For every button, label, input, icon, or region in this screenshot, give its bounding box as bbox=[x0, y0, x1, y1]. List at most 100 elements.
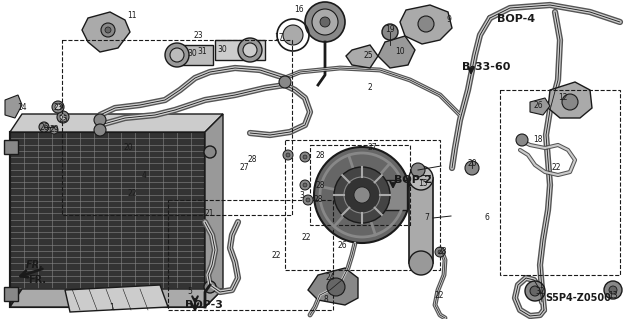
Bar bbox=[285, 140, 440, 270]
Bar bbox=[168, 200, 333, 310]
Text: 24: 24 bbox=[325, 273, 335, 283]
Circle shape bbox=[312, 9, 338, 35]
Polygon shape bbox=[378, 36, 415, 68]
Polygon shape bbox=[400, 5, 452, 44]
Text: 28: 28 bbox=[316, 152, 324, 160]
Circle shape bbox=[101, 23, 115, 37]
Polygon shape bbox=[10, 114, 223, 132]
Circle shape bbox=[283, 25, 303, 45]
Circle shape bbox=[382, 24, 398, 40]
Polygon shape bbox=[530, 98, 550, 115]
Text: 6: 6 bbox=[484, 213, 490, 222]
Text: 12: 12 bbox=[558, 93, 568, 101]
Bar bbox=[4, 287, 18, 301]
Circle shape bbox=[562, 94, 578, 110]
Circle shape bbox=[283, 150, 293, 160]
Circle shape bbox=[238, 38, 262, 62]
Polygon shape bbox=[65, 285, 168, 312]
Text: 25: 25 bbox=[363, 51, 373, 61]
Circle shape bbox=[465, 161, 479, 175]
Text: 28: 28 bbox=[437, 247, 447, 256]
Bar bbox=[10, 132, 205, 307]
Text: BOP-4: BOP-4 bbox=[497, 14, 535, 24]
Circle shape bbox=[409, 166, 433, 190]
Circle shape bbox=[170, 48, 184, 62]
Bar bbox=[4, 140, 18, 154]
Text: 29: 29 bbox=[49, 125, 59, 135]
Polygon shape bbox=[308, 268, 358, 305]
Circle shape bbox=[60, 114, 66, 120]
Text: 14: 14 bbox=[17, 102, 27, 112]
Circle shape bbox=[286, 153, 290, 157]
Circle shape bbox=[57, 111, 69, 123]
Text: 11: 11 bbox=[127, 11, 137, 20]
Text: 28: 28 bbox=[313, 196, 323, 204]
Text: BOP-3: BOP-3 bbox=[185, 300, 223, 310]
Polygon shape bbox=[82, 12, 130, 52]
Text: 15: 15 bbox=[418, 180, 428, 189]
Circle shape bbox=[530, 286, 540, 296]
Bar bbox=[409, 178, 433, 263]
Circle shape bbox=[435, 247, 445, 257]
Text: 30: 30 bbox=[217, 44, 227, 54]
Text: 17: 17 bbox=[274, 33, 284, 42]
Text: 22: 22 bbox=[271, 250, 281, 259]
Text: 26: 26 bbox=[533, 101, 543, 110]
Bar bbox=[62, 40, 292, 215]
Text: 26: 26 bbox=[39, 122, 49, 131]
Text: 22: 22 bbox=[551, 164, 561, 173]
Text: 2: 2 bbox=[367, 84, 372, 93]
Circle shape bbox=[204, 281, 216, 293]
Text: 22: 22 bbox=[127, 189, 137, 197]
Circle shape bbox=[300, 180, 310, 190]
Polygon shape bbox=[5, 95, 22, 118]
Circle shape bbox=[165, 43, 189, 67]
Circle shape bbox=[204, 146, 216, 158]
Text: B-33-60: B-33-60 bbox=[462, 62, 510, 72]
Text: S5P4-Z0500: S5P4-Z0500 bbox=[545, 293, 611, 303]
Circle shape bbox=[55, 104, 61, 110]
Text: 22: 22 bbox=[435, 292, 444, 300]
Circle shape bbox=[334, 167, 390, 223]
Text: 28: 28 bbox=[316, 181, 324, 189]
Circle shape bbox=[52, 101, 64, 113]
Text: 10: 10 bbox=[395, 47, 405, 56]
Circle shape bbox=[327, 278, 345, 296]
Polygon shape bbox=[10, 289, 223, 307]
Text: 28: 28 bbox=[247, 155, 257, 165]
Text: 1: 1 bbox=[109, 302, 115, 311]
Text: 18: 18 bbox=[533, 135, 543, 144]
Text: BOP-2: BOP-2 bbox=[394, 175, 432, 185]
Text: 21: 21 bbox=[204, 209, 214, 218]
Circle shape bbox=[604, 281, 622, 299]
Text: 16: 16 bbox=[294, 5, 304, 14]
Circle shape bbox=[300, 152, 310, 162]
Bar bbox=[175, 45, 213, 65]
Circle shape bbox=[525, 281, 545, 301]
Circle shape bbox=[306, 198, 310, 202]
Text: 20: 20 bbox=[123, 144, 133, 152]
Circle shape bbox=[279, 76, 291, 88]
Text: 25: 25 bbox=[58, 115, 68, 123]
Circle shape bbox=[516, 134, 528, 146]
Circle shape bbox=[50, 126, 58, 134]
Circle shape bbox=[94, 114, 106, 126]
Text: 27: 27 bbox=[367, 144, 377, 152]
Circle shape bbox=[39, 122, 49, 132]
Text: 13: 13 bbox=[608, 291, 618, 300]
Text: 7: 7 bbox=[424, 213, 429, 222]
Circle shape bbox=[305, 2, 345, 42]
Text: 31: 31 bbox=[197, 47, 207, 56]
Circle shape bbox=[609, 286, 617, 294]
Circle shape bbox=[320, 17, 330, 27]
Circle shape bbox=[94, 124, 106, 136]
Text: 23: 23 bbox=[193, 32, 203, 41]
Text: 19: 19 bbox=[385, 25, 395, 33]
Bar bbox=[310, 145, 410, 225]
Text: 9: 9 bbox=[447, 14, 451, 24]
Circle shape bbox=[303, 195, 313, 205]
Text: 20: 20 bbox=[467, 160, 477, 168]
Text: 3: 3 bbox=[300, 191, 305, 201]
Polygon shape bbox=[205, 114, 223, 307]
Polygon shape bbox=[346, 45, 378, 68]
